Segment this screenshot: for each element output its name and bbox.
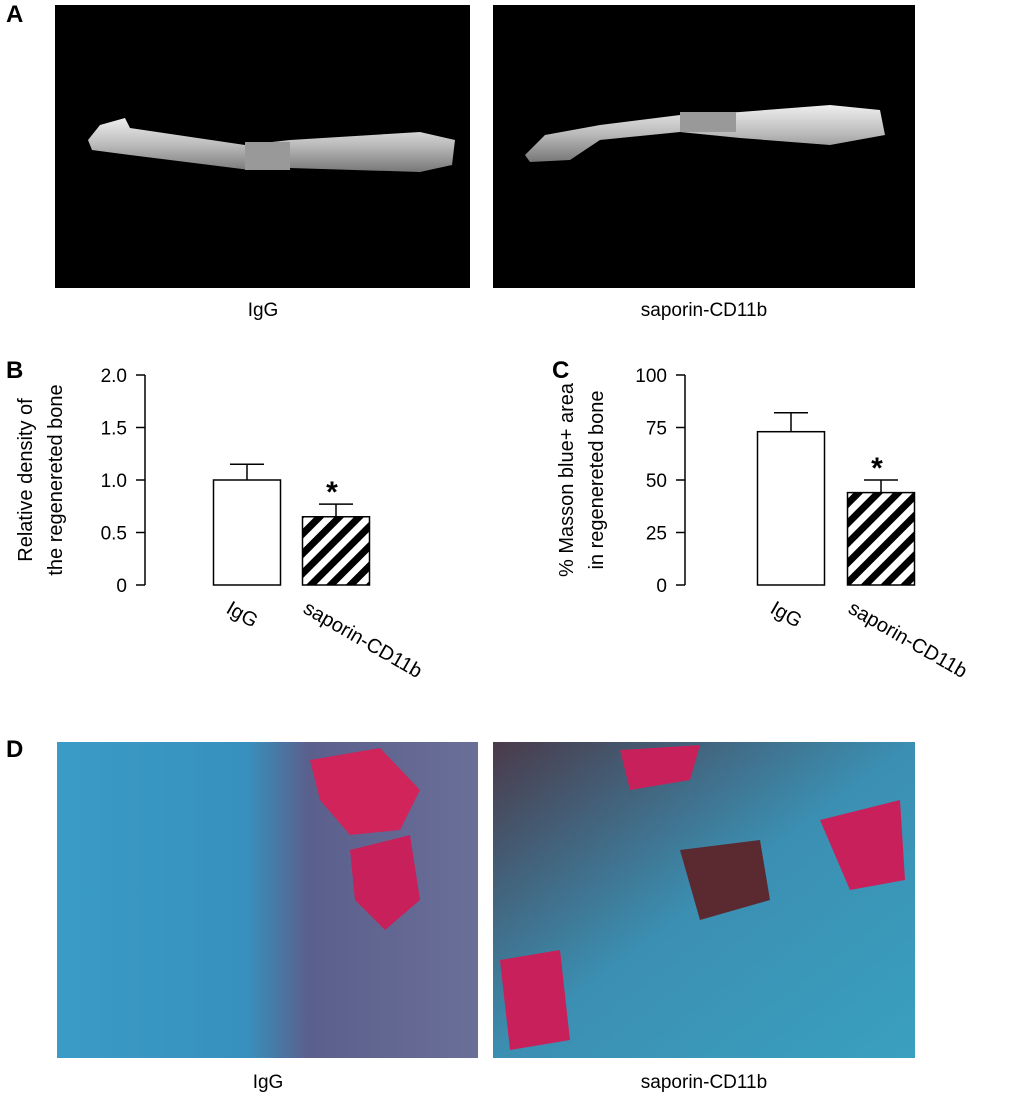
y-tick-label: 1.5 (101, 419, 127, 440)
bar (756, 430, 826, 586)
y-tick-label: 75 (646, 419, 667, 440)
y-tick-label: 25 (646, 524, 667, 545)
image-caption: saporin-CD11b (641, 300, 767, 321)
y-tick-label: 1.0 (101, 471, 127, 492)
y-tick-label: 100 (635, 366, 667, 387)
bar (846, 491, 916, 586)
x-tick-label: IgG (223, 597, 262, 632)
y-tick-label: 0.5 (101, 524, 127, 545)
histology-image-saporin (493, 742, 915, 1058)
panel-label: C (552, 357, 569, 384)
bar (301, 516, 371, 586)
annotation: * (326, 476, 338, 509)
y-axis-label: in regenereted bone (586, 390, 608, 569)
y-tick-label: 2.0 (101, 366, 127, 387)
image-caption: IgG (253, 1072, 284, 1093)
x-tick-label: IgG (767, 597, 806, 632)
y-tick-label: 0 (116, 576, 127, 597)
ct-image-igg (55, 5, 470, 288)
annotation: * (871, 452, 883, 485)
image-caption: saporin-CD11b (641, 1072, 767, 1093)
y-axis-label: % Masson blue+ area (556, 382, 578, 577)
bar (212, 479, 282, 586)
panel-label: B (6, 357, 23, 384)
panel-label: D (6, 736, 23, 763)
histology-image-igg (57, 742, 478, 1058)
panel-label: A (6, 1, 23, 28)
y-axis-label: Relative density of (15, 398, 37, 562)
image-caption: IgG (248, 300, 279, 321)
y-axis-label: the regenereted bone (45, 384, 67, 575)
y-tick-label: 0 (656, 576, 667, 597)
ct-image-saporin (493, 5, 915, 288)
x-tick-label: saporin-CD11b (300, 597, 426, 683)
x-tick-label: saporin-CD11b (845, 597, 971, 683)
y-tick-label: 50 (646, 471, 667, 492)
